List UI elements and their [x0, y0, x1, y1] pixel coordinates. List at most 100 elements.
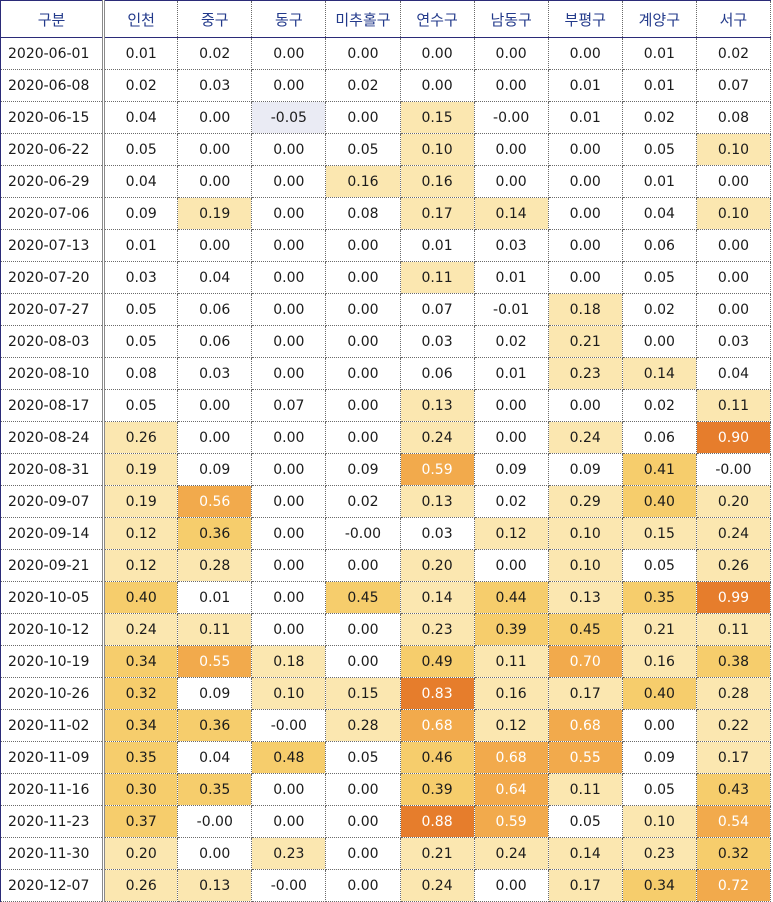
- value-cell[interactable]: 0.00: [400, 37, 475, 70]
- value-cell[interactable]: 0.09: [103, 197, 179, 230]
- value-cell[interactable]: 0.12: [103, 549, 179, 582]
- value-cell[interactable]: 0.13: [400, 389, 475, 422]
- value-cell[interactable]: 0.40: [622, 677, 697, 710]
- value-cell[interactable]: 0.18: [251, 645, 327, 678]
- value-cell[interactable]: 0.00: [325, 613, 401, 646]
- value-cell[interactable]: 0.14: [474, 197, 549, 230]
- value-cell[interactable]: 0.68: [400, 709, 475, 742]
- value-cell[interactable]: 0.56: [177, 485, 253, 518]
- value-cell[interactable]: 0.00: [325, 837, 401, 870]
- value-cell[interactable]: 0.01: [103, 37, 179, 70]
- value-cell[interactable]: 0.36: [177, 517, 253, 550]
- value-cell[interactable]: 0.39: [474, 613, 549, 646]
- value-cell[interactable]: 0.20: [696, 485, 772, 518]
- value-cell[interactable]: 0.00: [177, 421, 253, 454]
- value-cell[interactable]: 0.00: [251, 485, 327, 518]
- value-cell[interactable]: 0.06: [177, 325, 253, 358]
- value-cell[interactable]: 0.34: [622, 869, 697, 902]
- value-cell[interactable]: 0.00: [548, 229, 623, 262]
- value-cell[interactable]: 0.02: [325, 69, 401, 102]
- value-cell[interactable]: 0.36: [177, 709, 253, 742]
- date-cell[interactable]: 2020-09-14: [0, 517, 106, 550]
- value-cell[interactable]: 0.05: [622, 549, 697, 582]
- date-cell[interactable]: 2020-11-09: [0, 741, 106, 774]
- value-cell[interactable]: 0.00: [622, 325, 697, 358]
- value-cell[interactable]: 0.08: [103, 357, 179, 390]
- value-cell[interactable]: 0.16: [474, 677, 549, 710]
- value-cell[interactable]: 0.00: [177, 133, 253, 166]
- value-cell[interactable]: 0.00: [251, 453, 327, 486]
- value-cell[interactable]: 0.05: [103, 133, 179, 166]
- value-cell[interactable]: 0.09: [177, 677, 253, 710]
- date-cell[interactable]: 2020-11-30: [0, 837, 106, 870]
- value-cell[interactable]: 0.02: [474, 325, 549, 358]
- value-cell[interactable]: 0.05: [103, 293, 179, 326]
- value-cell[interactable]: 0.20: [103, 837, 179, 870]
- value-cell[interactable]: 0.00: [548, 389, 623, 422]
- value-cell[interactable]: 0.01: [474, 261, 549, 294]
- value-cell[interactable]: 0.28: [696, 677, 772, 710]
- value-cell[interactable]: 0.49: [400, 645, 475, 678]
- value-cell[interactable]: 0.23: [548, 357, 623, 390]
- value-cell[interactable]: 0.00: [548, 133, 623, 166]
- value-cell[interactable]: 0.02: [474, 485, 549, 518]
- value-cell[interactable]: 0.00: [251, 133, 327, 166]
- value-cell[interactable]: -0.00: [325, 517, 401, 550]
- header-cell[interactable]: 인천: [103, 0, 179, 38]
- date-cell[interactable]: 2020-10-26: [0, 677, 106, 710]
- value-cell[interactable]: 0.04: [177, 261, 253, 294]
- value-cell[interactable]: 0.02: [622, 101, 697, 134]
- value-cell[interactable]: 0.05: [325, 133, 401, 166]
- value-cell[interactable]: -0.00: [696, 453, 772, 486]
- value-cell[interactable]: 0.90: [696, 421, 772, 454]
- header-cell[interactable]: 부평구: [548, 0, 623, 38]
- value-cell[interactable]: 0.00: [622, 709, 697, 742]
- value-cell[interactable]: 0.43: [696, 773, 772, 806]
- value-cell[interactable]: 0.01: [548, 101, 623, 134]
- value-cell[interactable]: 0.19: [177, 197, 253, 230]
- header-cell[interactable]: 서구: [696, 0, 772, 38]
- value-cell[interactable]: 0.03: [474, 229, 549, 262]
- value-cell[interactable]: 0.11: [548, 773, 623, 806]
- value-cell[interactable]: 0.04: [103, 165, 179, 198]
- value-cell[interactable]: 0.01: [622, 69, 697, 102]
- value-cell[interactable]: 0.00: [251, 613, 327, 646]
- value-cell[interactable]: 0.40: [622, 485, 697, 518]
- value-cell[interactable]: 0.00: [325, 325, 401, 358]
- value-cell[interactable]: 0.04: [103, 101, 179, 134]
- value-cell[interactable]: 0.00: [325, 421, 401, 454]
- value-cell[interactable]: 0.04: [622, 197, 697, 230]
- value-cell[interactable]: 0.01: [177, 581, 253, 614]
- value-cell[interactable]: 0.24: [696, 517, 772, 550]
- value-cell[interactable]: 0.00: [325, 645, 401, 678]
- value-cell[interactable]: 0.00: [696, 261, 772, 294]
- value-cell[interactable]: 0.00: [251, 69, 327, 102]
- value-cell[interactable]: 0.39: [400, 773, 475, 806]
- value-cell[interactable]: 0.26: [696, 549, 772, 582]
- value-cell[interactable]: 0.26: [103, 421, 179, 454]
- value-cell[interactable]: 0.00: [251, 421, 327, 454]
- value-cell[interactable]: 0.00: [474, 389, 549, 422]
- value-cell[interactable]: 0.17: [548, 869, 623, 902]
- value-cell[interactable]: 0.00: [325, 101, 401, 134]
- value-cell[interactable]: 0.40: [103, 581, 179, 614]
- value-cell[interactable]: 0.41: [622, 453, 697, 486]
- value-cell[interactable]: 0.37: [103, 805, 179, 838]
- value-cell[interactable]: 0.01: [400, 229, 475, 262]
- value-cell[interactable]: 0.10: [548, 517, 623, 550]
- value-cell[interactable]: 0.16: [622, 645, 697, 678]
- value-cell[interactable]: 0.03: [400, 325, 475, 358]
- header-cell[interactable]: 미추홀구: [325, 0, 401, 38]
- value-cell[interactable]: 0.13: [400, 485, 475, 518]
- value-cell[interactable]: 0.10: [622, 805, 697, 838]
- value-cell[interactable]: 0.00: [177, 101, 253, 134]
- date-cell[interactable]: 2020-07-06: [0, 197, 106, 230]
- date-cell[interactable]: 2020-10-19: [0, 645, 106, 678]
- header-cell[interactable]: 남동구: [474, 0, 549, 38]
- value-cell[interactable]: 0.07: [696, 69, 772, 102]
- value-cell[interactable]: 0.09: [548, 453, 623, 486]
- value-cell[interactable]: 0.02: [622, 389, 697, 422]
- value-cell[interactable]: 0.14: [400, 581, 475, 614]
- value-cell[interactable]: 0.00: [696, 293, 772, 326]
- value-cell[interactable]: 0.07: [251, 389, 327, 422]
